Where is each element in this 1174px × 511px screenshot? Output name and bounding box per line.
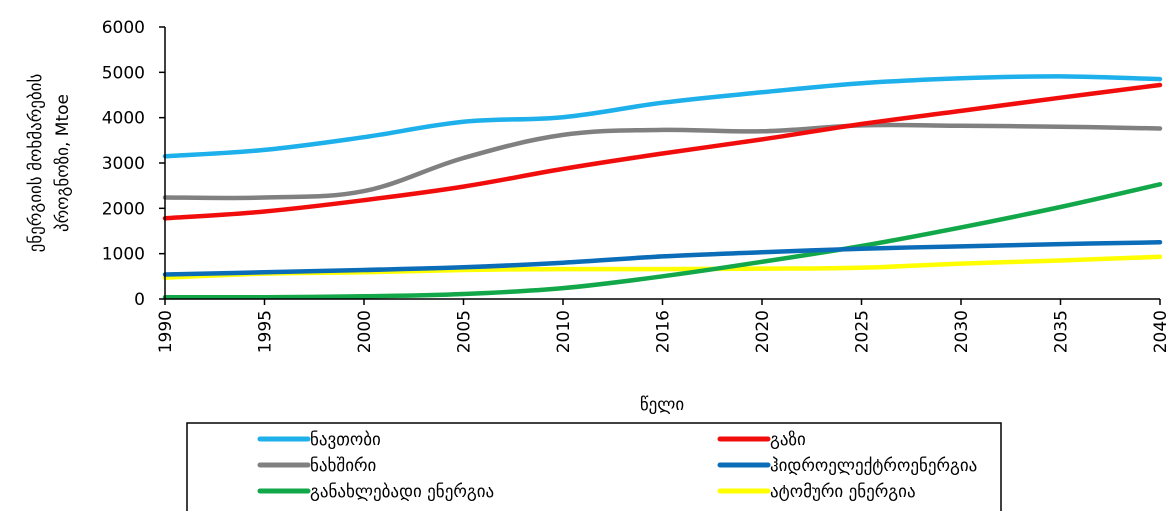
- series-line-4: [162, 182, 1163, 300]
- legend-box: [186, 422, 1002, 511]
- x-tick-label: 1990: [156, 310, 176, 353]
- x-tick-label: 2040: [1151, 310, 1171, 353]
- legend-label-4: განახლებადი ენერგია: [310, 482, 494, 502]
- x-ticks: 1990 1995 2000 2005 2010 2016 2020 2025 2030 2035…: [156, 299, 1171, 353]
- y-tick-label: 3000: [102, 154, 145, 174]
- y-tick-label: 6000: [102, 18, 145, 38]
- series-line-0: [162, 74, 1163, 159]
- y-axis-title-line-1: ენერგიის მოხმარების: [26, 74, 46, 253]
- series-line-3: [162, 240, 1163, 277]
- y-tick-label: 2000: [102, 199, 145, 219]
- legend-label-0: ნავთობი: [310, 430, 381, 450]
- x-tick-label: 2000: [355, 310, 375, 353]
- legend-label-5: ატომური ენერგია: [770, 482, 916, 502]
- x-axis-title: წელი: [640, 395, 684, 415]
- y-tick-label: 5000: [102, 63, 145, 83]
- legend: ნავთობი გაზი ნახშირი ჰიდროელექტროენერგია გან…: [257, 430, 977, 502]
- x-tick-label: 2030: [952, 310, 972, 353]
- legend-label-3: ჰიდროელექტროენერგია: [770, 456, 977, 476]
- plot-lines: [162, 74, 1163, 300]
- x-tick-label: 2005: [455, 310, 475, 353]
- series-line-1: [162, 82, 1163, 221]
- x-tick-label: 2010: [554, 310, 574, 353]
- x-tick-label: 2035: [1052, 310, 1072, 353]
- x-tick-label: 2025: [853, 310, 873, 353]
- x-tick-label: 2016: [654, 310, 674, 353]
- y-ticks: 0 1000 2000 3000 4000 5000 6000: [102, 18, 165, 310]
- legend-label-2: ნახშირი: [310, 456, 376, 476]
- x-tick-label: 2020: [753, 310, 773, 353]
- y-tick-label: 1000: [102, 245, 145, 265]
- series-line-2: [162, 122, 1163, 201]
- y-tick-label: 0: [134, 290, 145, 310]
- y-axis-title-line-2: პროგნოზი, Mtoe: [53, 94, 73, 232]
- x-tick-label: 1995: [256, 310, 276, 353]
- y-tick-label: 4000: [102, 109, 145, 129]
- legend-label-1: გაზი: [770, 430, 806, 450]
